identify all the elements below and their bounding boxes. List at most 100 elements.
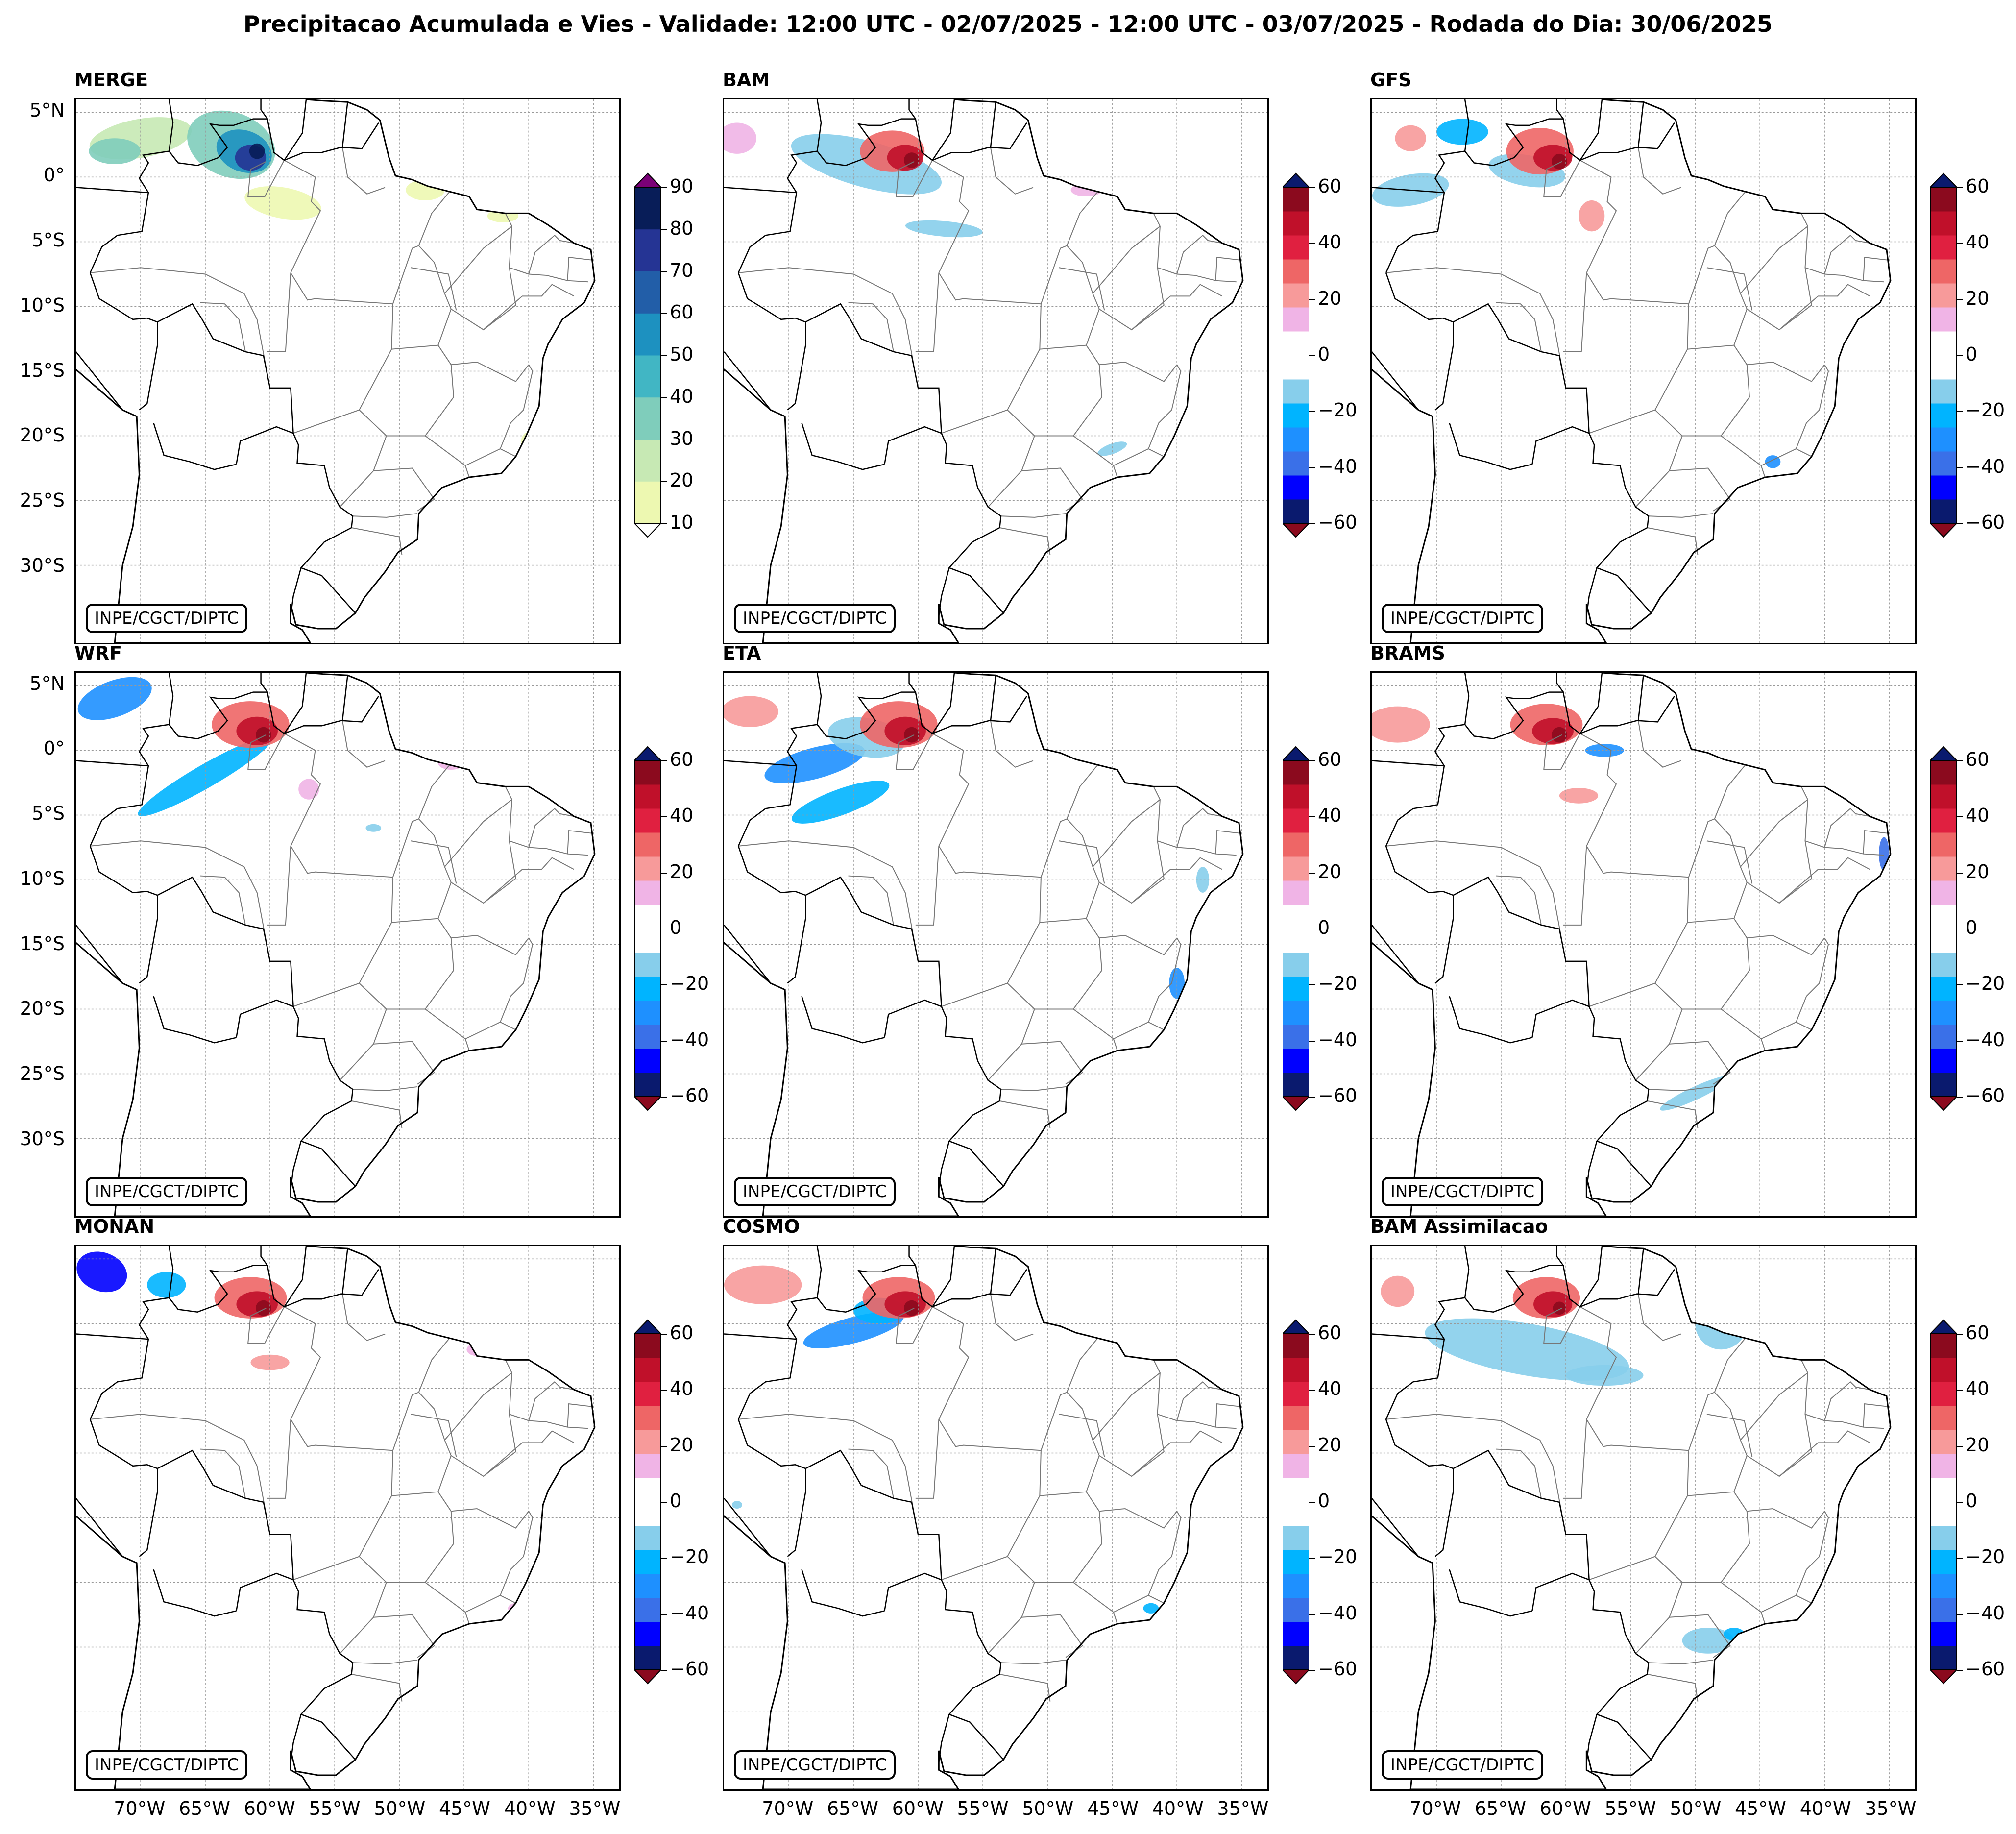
- state-border: [1148, 364, 1182, 449]
- country-border: [153, 422, 237, 470]
- colorbar-swatch: [1283, 1334, 1309, 1358]
- colorbar-tick-mark: [1957, 299, 1963, 300]
- state-border: [1747, 361, 1825, 382]
- state-border: [353, 1659, 418, 1664]
- country-border: [737, 118, 1027, 273]
- lon-tick-label: 65°W: [827, 1798, 878, 1819]
- colorbar-swatch: [634, 1526, 661, 1550]
- state-border: [990, 147, 1034, 195]
- state-border: [1021, 1614, 1083, 1658]
- precip-cell: [1566, 1365, 1644, 1386]
- colorbar-swatch: [1930, 499, 1957, 524]
- precip-cell: [904, 727, 920, 743]
- country-border: [89, 118, 379, 273]
- colorbar-swatch: [634, 1550, 661, 1574]
- map-panel-merge[interactable]: INPE/CGCT/DIPTC: [74, 98, 621, 644]
- colorbar-tick-label: 0: [1318, 1490, 1330, 1512]
- country-border: [76, 1333, 148, 1340]
- lat-tick-label: 25°S: [20, 1062, 65, 1084]
- colorbar-swatch: [634, 953, 661, 977]
- state-border: [293, 982, 387, 1081]
- colorbar-swatch: [1283, 235, 1309, 260]
- country-border: [284, 1246, 307, 1307]
- state-border: [341, 1294, 386, 1341]
- state-border: [267, 846, 291, 926]
- colorbar-swatch: [634, 1049, 661, 1073]
- colorbar-tick-mark: [1957, 872, 1963, 874]
- colorbar-tick-label: −60: [1966, 512, 2005, 533]
- country-border: [908, 673, 916, 693]
- country-border: [724, 1333, 797, 1340]
- state-border: [1099, 934, 1177, 955]
- panel-title-bam-assimilacao: BAM Assimilacao: [1370, 1216, 1548, 1237]
- map-svg: [1372, 673, 1915, 1216]
- precip-cell: [256, 1300, 271, 1316]
- state-border: [451, 1430, 575, 1477]
- map-panel-wrf[interactable]: INPE/CGCT/DIPTC: [74, 671, 621, 1218]
- map-panel-brams[interactable]: INPE/CGCT/DIPTC: [1370, 671, 1917, 1218]
- colorbar-swatch: [1930, 1049, 1957, 1073]
- lon-tick-label: 35°W: [1865, 1798, 1917, 1819]
- precip-cell: [508, 1603, 524, 1614]
- colorbar-tick-label: 0: [670, 1490, 682, 1512]
- map-panel-eta[interactable]: INPE/CGCT/DIPTC: [723, 671, 1269, 1218]
- country-border: [787, 322, 806, 411]
- state-border: [1579, 160, 1617, 273]
- state-border: [932, 733, 970, 847]
- state-border: [351, 527, 403, 555]
- colorbar-outline: [634, 187, 661, 524]
- colorbar-tick-mark: [1309, 243, 1315, 245]
- colorbar-tick-label: 0: [1966, 343, 1978, 365]
- colorbar-tick-label: −40: [1318, 1602, 1358, 1624]
- precip-cell: [905, 220, 983, 238]
- precip-cell: [244, 186, 321, 220]
- colorbar-tick-label: 40: [670, 1378, 694, 1400]
- precip-cell: [1682, 1627, 1734, 1654]
- state-border: [247, 733, 285, 771]
- map-panel-gfs[interactable]: INPE/CGCT/DIPTC: [1370, 98, 1917, 644]
- colorbar-swatch: [1930, 1430, 1957, 1454]
- colorbar-tick-label: 20: [670, 1434, 694, 1456]
- state-border: [509, 840, 588, 856]
- colorbar-tick-mark: [1957, 1040, 1963, 1042]
- state-border: [1589, 982, 1683, 1081]
- country-border: [139, 1468, 158, 1557]
- colorbar-swatch: [1283, 1574, 1309, 1598]
- colorbar-tick-mark: [661, 397, 667, 398]
- precip-cell: [1858, 1488, 1869, 1496]
- state-border: [999, 1100, 1051, 1128]
- state-border: [290, 1419, 393, 1451]
- state-border: [1066, 1337, 1098, 1393]
- state-border: [1647, 527, 1699, 555]
- colorbar-over-arrow: [1930, 746, 1957, 761]
- colorbar-swatch: [1930, 1382, 1957, 1406]
- panel-title-merge: MERGE: [74, 69, 148, 91]
- country-border: [341, 675, 348, 721]
- state-border: [941, 409, 1035, 508]
- panel-title-eta: ETA: [723, 642, 761, 664]
- lon-tick-label: 55°W: [1604, 1798, 1656, 1819]
- state-border: [465, 1021, 516, 1040]
- state-border: [1740, 226, 1808, 294]
- colorbar-swatch: [1283, 1358, 1309, 1382]
- state-border: [1682, 435, 1766, 478]
- map-panel-bam[interactable]: INPE/CGCT/DIPTC: [723, 98, 1269, 644]
- anomaly-field: [77, 677, 539, 1034]
- lon-tick-label: 35°W: [1217, 1798, 1269, 1819]
- map-panel-bam-assimilacao[interactable]: INPE/CGCT/DIPTC: [1370, 1245, 1917, 1791]
- colorbar-swatch: [1930, 760, 1957, 785]
- country-border: [1434, 1468, 1454, 1557]
- colorbar-tick-mark: [1957, 1334, 1963, 1335]
- map-panel-monan[interactable]: INPE/CGCT/DIPTC: [74, 1245, 621, 1791]
- colorbar-swatch: [1283, 929, 1309, 953]
- state-border: [418, 191, 450, 246]
- colorbar-merge: [634, 172, 661, 538]
- state-border: [738, 840, 919, 961]
- colorbar-tick-mark: [1957, 1390, 1963, 1391]
- state-border: [1687, 1392, 1748, 1496]
- country-border: [1449, 422, 1532, 470]
- precip-cell: [724, 122, 757, 154]
- credit-label: INPE/CGCT/DIPTC: [734, 604, 896, 633]
- precip-cell: [764, 743, 865, 783]
- map-panel-cosmo[interactable]: INPE/CGCT/DIPTC: [723, 1245, 1269, 1791]
